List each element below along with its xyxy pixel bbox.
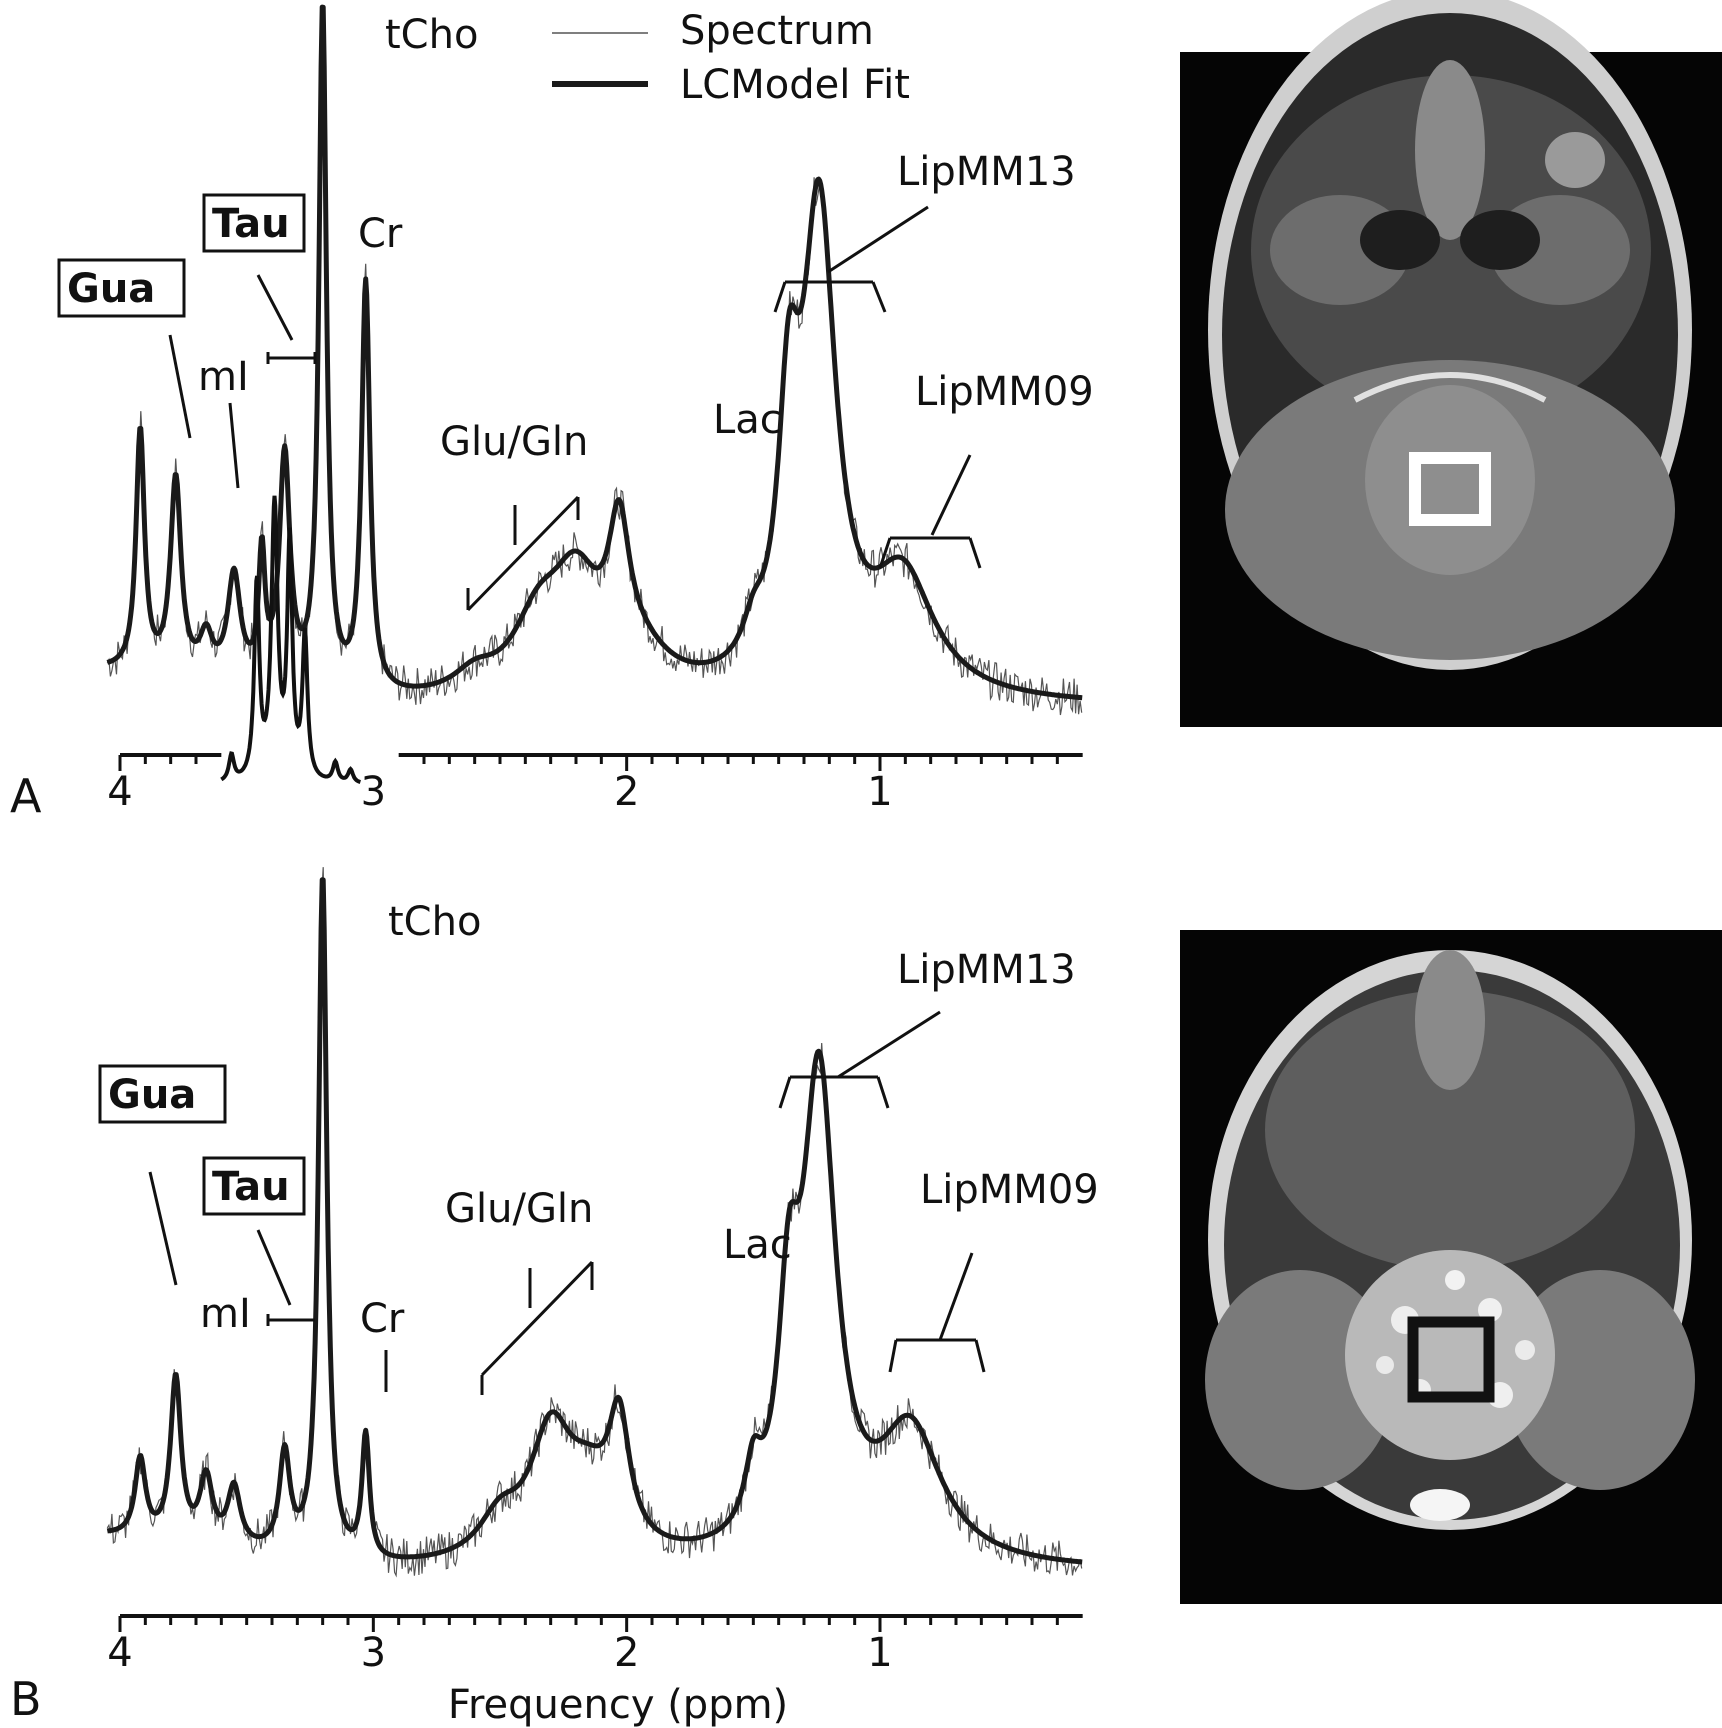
label-leader-line (837, 1010, 941, 1079)
panel-letter-a: A (10, 769, 42, 823)
spectrum-plot-b: 4 3 2 1 tCho Cr Gua Tau mI Glu/Gln Lac LipMM13 LipMM… (98, 867, 1099, 1676)
peak-label-box (202, 1156, 306, 1216)
x-tick-label: 2 (614, 769, 639, 815)
label-leader-line (930, 454, 972, 536)
label-leader-line (168, 334, 192, 439)
label-leader-line (968, 537, 982, 569)
peak-label-tcho: tCho (388, 899, 481, 945)
peak-label-gua: Gua (67, 266, 155, 312)
label-leader-line (256, 274, 294, 341)
spectrum-plot-a: 4 3 2 1 tCho Cr Gua Tau mI Glu/Gln Lac LipMM13 LipMM… (57, 4, 1094, 815)
label-leader-line (827, 205, 929, 274)
peak-label-lipmm13: LipMM13 (897, 149, 1076, 195)
peak-label-lac: Lac (723, 1222, 792, 1268)
label-leader-line (256, 1229, 292, 1306)
peak-label-glugln: Glu/Gln (445, 1186, 593, 1232)
x-tick-label: 3 (361, 1630, 386, 1676)
panel-letter-b: B (10, 1672, 42, 1726)
peak-label-tau: Tau (212, 1164, 290, 1210)
label-leader-line (878, 537, 892, 569)
peak-label-lac: Lac (713, 397, 782, 443)
peak-label-box (202, 193, 306, 253)
peak-label-gua: Gua (108, 1072, 196, 1118)
legend: Spectrum LCModel Fit (552, 8, 910, 108)
mri-image-b (1180, 930, 1722, 1604)
peak-label-lipmm09: LipMM09 (915, 369, 1094, 415)
label-leader-line (888, 1339, 898, 1373)
label-leader-line (778, 1076, 792, 1109)
x-tick-label: 1 (867, 1630, 892, 1676)
peak-label-glugln: Glu/Gln (440, 419, 588, 465)
label-leader-line (148, 1171, 178, 1286)
tau-basis-inset-line (220, 495, 361, 784)
peak-label-mi: mI (198, 354, 249, 400)
peak-label-cr: Cr (358, 211, 403, 257)
x-tick-label: 4 (107, 1630, 132, 1676)
label-leader-line (466, 495, 580, 612)
label-leader-line (876, 1076, 890, 1109)
label-leader-line (871, 281, 887, 313)
x-axis-title: Frequency (ppm) (448, 1682, 788, 1728)
x-tick-label: 1 (867, 769, 892, 815)
peak-label-lipmm13: LipMM13 (897, 947, 1076, 993)
peak-label-mi: mI (200, 1291, 251, 1337)
x-tick-label: 3 (361, 769, 386, 815)
legend-fit-label: LCModel Fit (680, 62, 910, 108)
peak-label-lipmm09: LipMM09 (920, 1167, 1099, 1213)
label-leader-line (974, 1339, 986, 1373)
peak-label-tau: Tau (212, 201, 290, 247)
label-leader-line (773, 281, 787, 313)
label-leader-line (938, 1252, 974, 1341)
peak-label-box (98, 1064, 227, 1124)
mri-image-a (1180, 0, 1722, 727)
x-tick-label: 2 (614, 1630, 639, 1676)
legend-spectrum-label: Spectrum (680, 8, 874, 54)
peak-label-box (57, 258, 186, 318)
label-leader-line (480, 1260, 594, 1377)
x-tick-label: 4 (107, 769, 132, 815)
peak-label-tcho: tCho (385, 12, 478, 58)
voxel-marker-white (1409, 452, 1491, 526)
lcmodel-fit-line (105, 4, 1084, 701)
lcmodel-fit-line (105, 877, 1084, 1565)
peak-label-cr: Cr (360, 1296, 405, 1342)
label-leader-line (228, 402, 240, 489)
voxel-marker-black (1407, 1316, 1495, 1403)
